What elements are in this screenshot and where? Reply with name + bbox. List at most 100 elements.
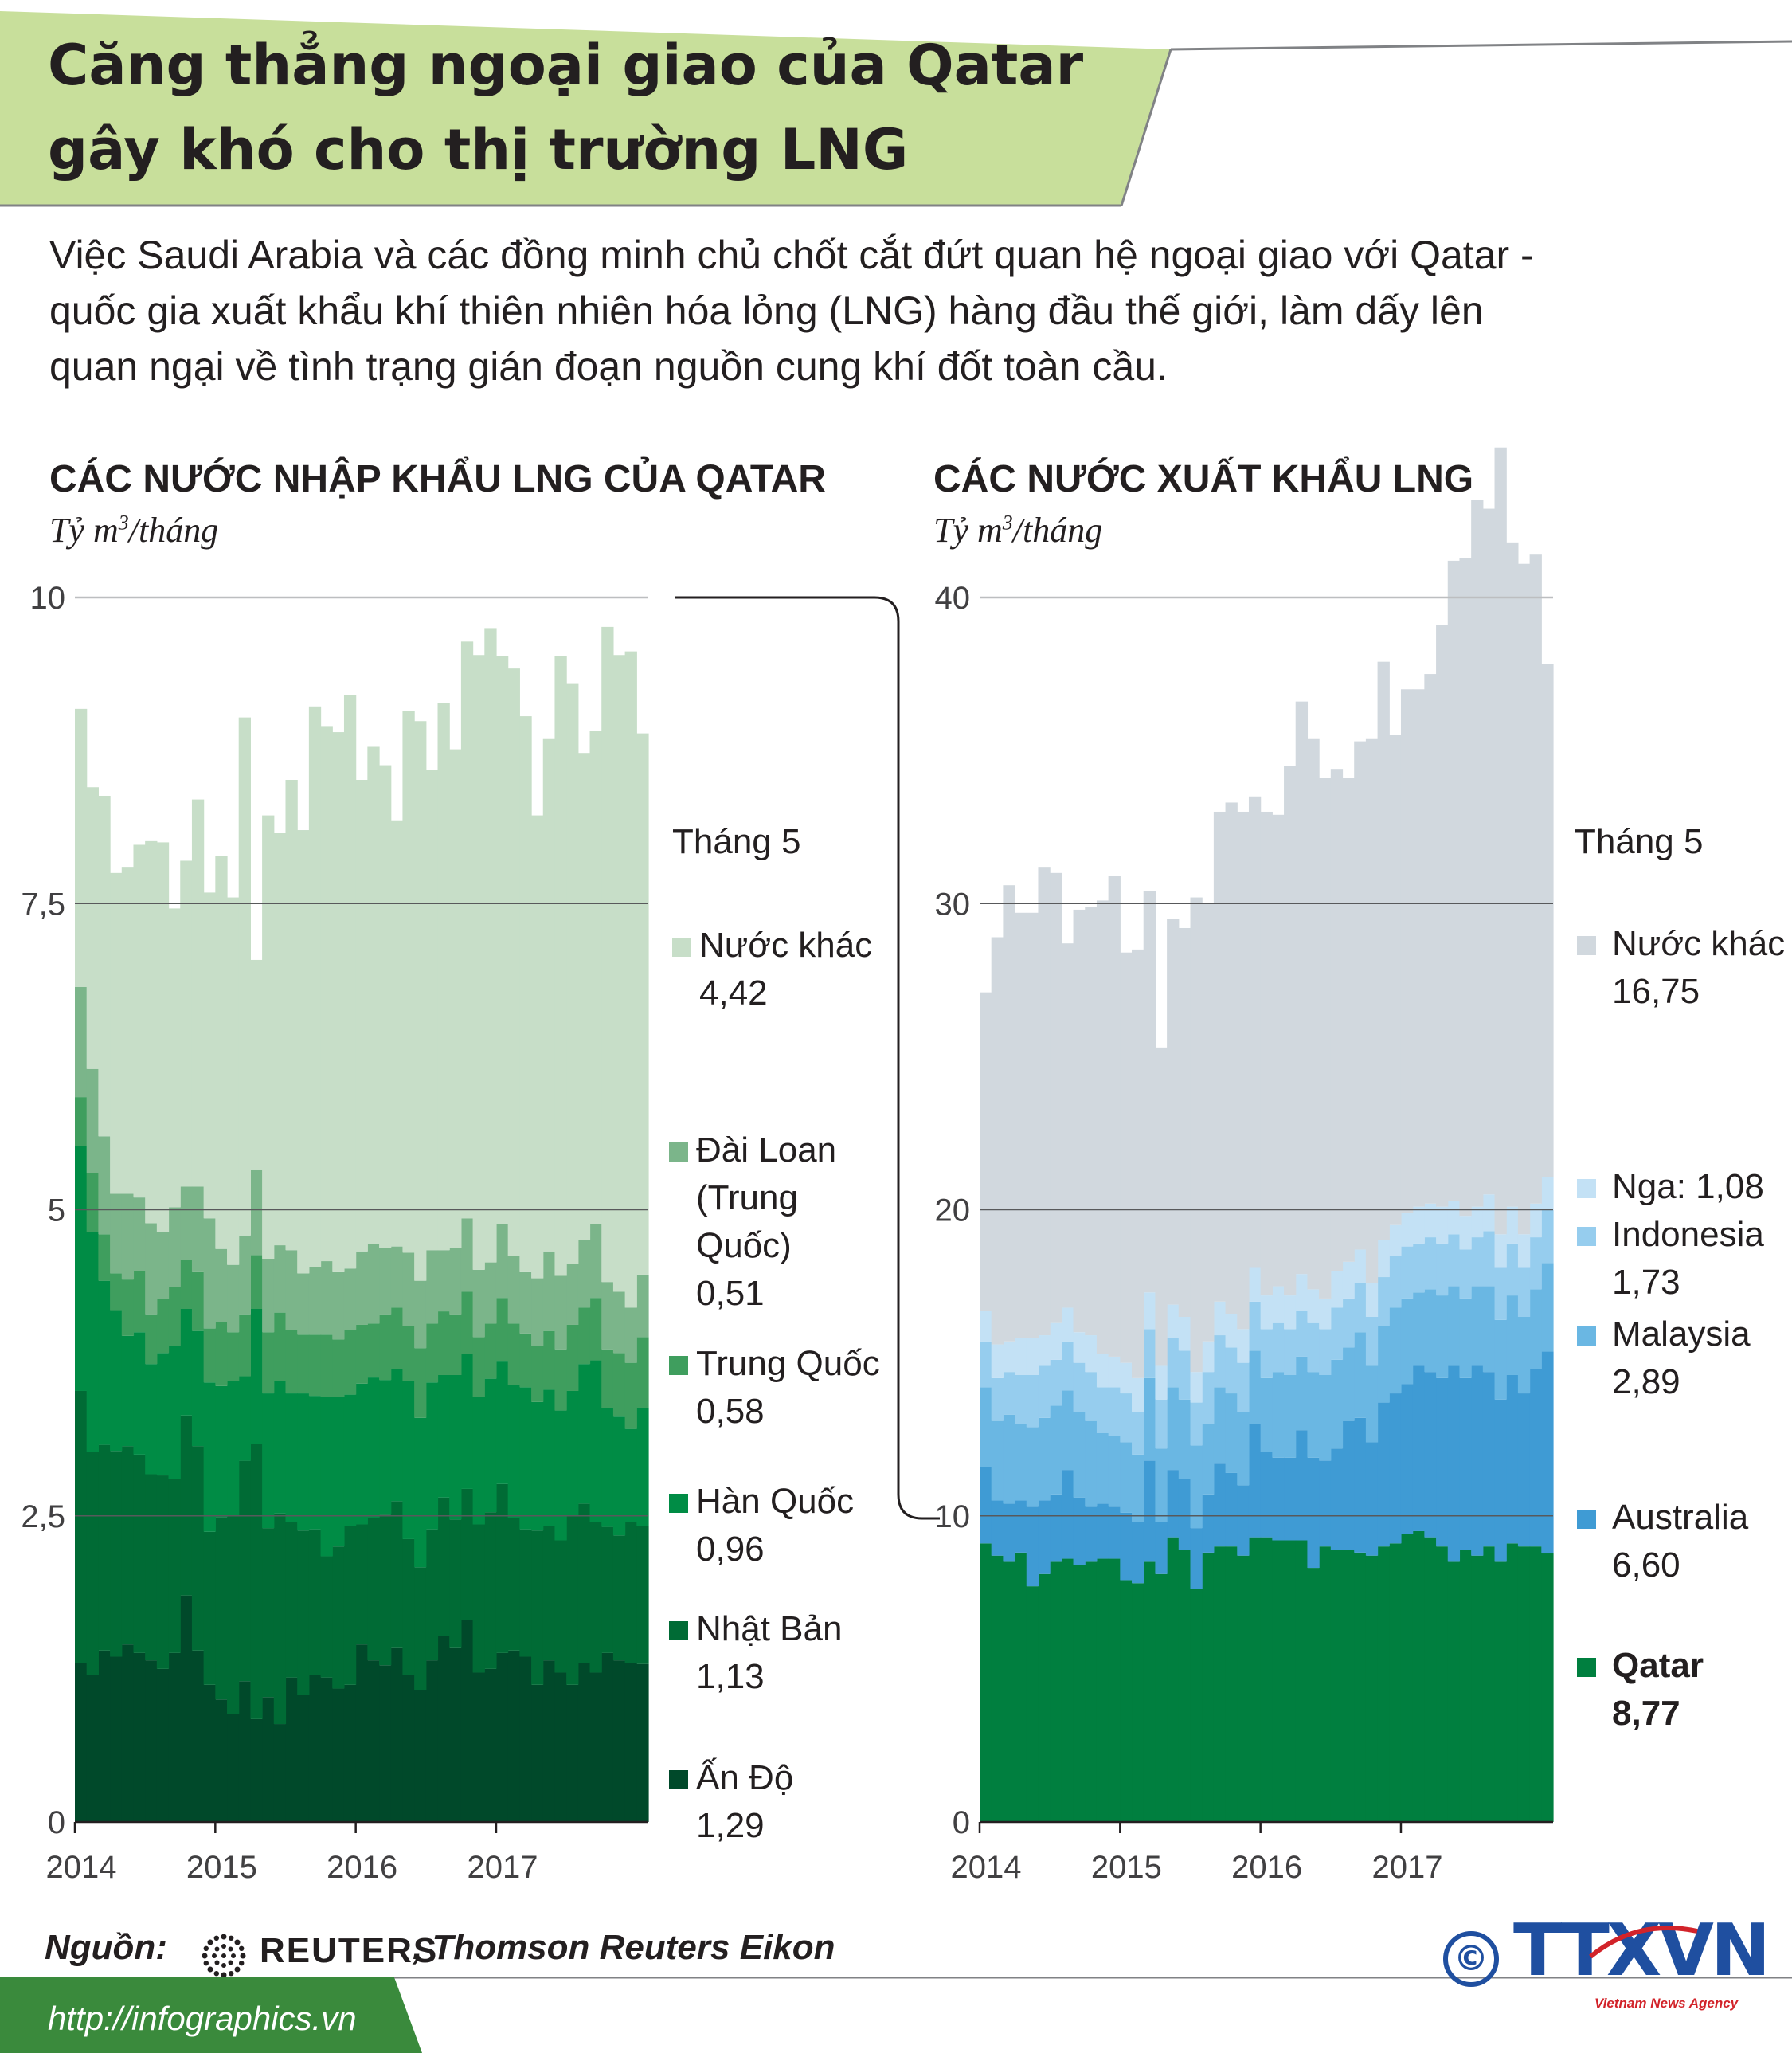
bar-malaysia-25 xyxy=(1272,1372,1285,1458)
bar-nuoc-khac-48 xyxy=(1541,664,1554,1177)
website-url[interactable]: http://infographics.vn xyxy=(48,2000,357,2037)
bar-nhat-ban-22 xyxy=(332,1546,345,1689)
bar-indonesia-15 xyxy=(1155,1399,1168,1449)
bar-trung-quoc-48 xyxy=(636,1337,649,1408)
legend-label-taiwan-3: Quốc) xyxy=(696,1226,792,1265)
legend-value-japan: 1,13 xyxy=(696,1657,765,1696)
bar-nga-23 xyxy=(1248,1267,1262,1302)
bar-indonesia-46 xyxy=(1517,1267,1531,1317)
bar-australia-21 xyxy=(1225,1472,1238,1547)
bar-an-do-21 xyxy=(320,1677,333,1822)
bar-nuoc-khac-30 xyxy=(425,770,439,1251)
bar-nhat-ban-43 xyxy=(577,1503,591,1663)
bar-australia-2 xyxy=(1003,1503,1015,1562)
bar-indonesia-26 xyxy=(1284,1329,1297,1375)
bar-nhat-ban-15 xyxy=(250,1444,263,1719)
bar-nga-20 xyxy=(1213,1301,1227,1336)
bar-malaysia-14 xyxy=(1143,1377,1156,1461)
bar-australia-48 xyxy=(1541,1351,1554,1554)
bar-nuoc-khac-6 xyxy=(145,840,158,1224)
bar-nhat-ban-30 xyxy=(425,1529,439,1661)
bar-han-quoc-30 xyxy=(425,1382,439,1530)
bar-nga-0 xyxy=(980,1311,992,1342)
bar-nuoc-khac-41 xyxy=(554,656,567,1276)
bar-nga-33 xyxy=(1365,1283,1379,1317)
bar-indonesia-8 xyxy=(1073,1362,1086,1412)
bar-nuoc-khac-13 xyxy=(227,897,240,1265)
bar-trung-quoc-38 xyxy=(519,1333,532,1388)
bar-qatar-32 xyxy=(1354,1552,1367,1822)
bar-australia-1 xyxy=(991,1500,1004,1556)
bar-an-do-19 xyxy=(297,1695,310,1822)
bar-dai-loan-trung-quoc-46 xyxy=(612,1291,626,1354)
bar-malaysia-15 xyxy=(1155,1448,1168,1522)
bar-nga-4 xyxy=(1026,1338,1039,1375)
bar-malaysia-10 xyxy=(1096,1433,1109,1504)
bar-indonesia-13 xyxy=(1132,1412,1144,1455)
bar-trung-quoc-8 xyxy=(168,1287,181,1346)
legend-swatch-qatar xyxy=(1577,1658,1596,1677)
bar-dai-loan-trung-quoc-41 xyxy=(554,1275,567,1350)
bar-indonesia-27 xyxy=(1295,1311,1309,1357)
title-line-1: Căng thẳng ngoại giao của Qatar xyxy=(48,33,1084,98)
bar-dai-loan-trung-quoc-8 xyxy=(168,1207,181,1287)
bar-nhat-ban-23 xyxy=(343,1526,357,1685)
bar-malaysia-22 xyxy=(1237,1412,1250,1486)
bar-indonesia-43 xyxy=(1482,1231,1496,1287)
y-tick-label: 10 xyxy=(30,581,66,616)
bar-an-do-42 xyxy=(566,1684,579,1822)
bar-han-quoc-5 xyxy=(133,1332,146,1455)
bar-qatar-44 xyxy=(1494,1561,1507,1822)
bar-han-quoc-37 xyxy=(507,1385,520,1518)
bar-indonesia-29 xyxy=(1319,1329,1332,1375)
bar-nhat-ban-26 xyxy=(379,1514,392,1666)
bar-australia-4 xyxy=(1026,1506,1039,1587)
bar-australia-42 xyxy=(1471,1365,1484,1556)
bar-dai-loan-trung-quoc-33 xyxy=(460,1218,474,1292)
bar-nuoc-khac-5 xyxy=(1038,867,1051,1336)
bar-han-quoc-20 xyxy=(308,1396,322,1530)
legend-swatch-indonesia xyxy=(1577,1227,1596,1246)
bar-australia-37 xyxy=(1412,1365,1425,1531)
bar-trung-quoc-9 xyxy=(180,1260,193,1309)
bar-dai-loan-trung-quoc-1 xyxy=(86,1068,99,1173)
bar-nuoc-khac-47 xyxy=(624,651,637,1308)
bar-nga-8 xyxy=(1073,1332,1086,1363)
bar-qatar-34 xyxy=(1377,1546,1390,1822)
bar-nuoc-khac-27 xyxy=(1295,701,1309,1275)
bar-indonesia-16 xyxy=(1167,1338,1180,1388)
bar-qatar-25 xyxy=(1272,1540,1285,1822)
bar-nuoc-khac-36 xyxy=(1400,689,1414,1213)
bar-nuoc-khac-20 xyxy=(1213,811,1227,1302)
bar-trung-quoc-27 xyxy=(390,1307,404,1369)
bar-malaysia-19 xyxy=(1202,1424,1215,1495)
bar-malaysia-35 xyxy=(1389,1307,1402,1394)
bar-an-do-39 xyxy=(531,1684,544,1822)
bar-nuoc-khac-20 xyxy=(308,706,322,1267)
bar-nuoc-khac-17 xyxy=(273,833,287,1246)
bar-nuoc-khac-31 xyxy=(437,703,450,1251)
bar-nuoc-khac-23 xyxy=(1248,796,1262,1268)
bar-nuoc-khac-45 xyxy=(1506,542,1519,1207)
bar-dai-loan-trung-quoc-0 xyxy=(75,986,88,1098)
bar-nuoc-khac-33 xyxy=(1365,738,1379,1283)
bar-malaysia-13 xyxy=(1132,1454,1144,1522)
bar-trung-quoc-47 xyxy=(624,1362,637,1429)
bar-qatar-14 xyxy=(1143,1561,1156,1822)
bar-indonesia-14 xyxy=(1143,1329,1156,1378)
series-nhat-ban xyxy=(75,1390,649,1725)
bar-qatar-40 xyxy=(1447,1561,1461,1822)
bar-han-quoc-1 xyxy=(86,1232,99,1452)
bar-nuoc-khac-38 xyxy=(1424,674,1437,1204)
bar-qatar-16 xyxy=(1167,1537,1180,1822)
bar-han-quoc-17 xyxy=(273,1381,287,1514)
bar-han-quoc-46 xyxy=(612,1416,626,1536)
bar-an-do-47 xyxy=(624,1663,637,1822)
bar-malaysia-32 xyxy=(1354,1332,1367,1418)
bar-nuoc-khac-2 xyxy=(1003,885,1015,1342)
bar-qatar-45 xyxy=(1506,1543,1519,1822)
bar-indonesia-7 xyxy=(1061,1341,1074,1391)
legend-value-china: 0,58 xyxy=(696,1392,765,1431)
bar-an-do-38 xyxy=(519,1656,532,1822)
bar-nuoc-khac-15 xyxy=(250,959,263,1170)
